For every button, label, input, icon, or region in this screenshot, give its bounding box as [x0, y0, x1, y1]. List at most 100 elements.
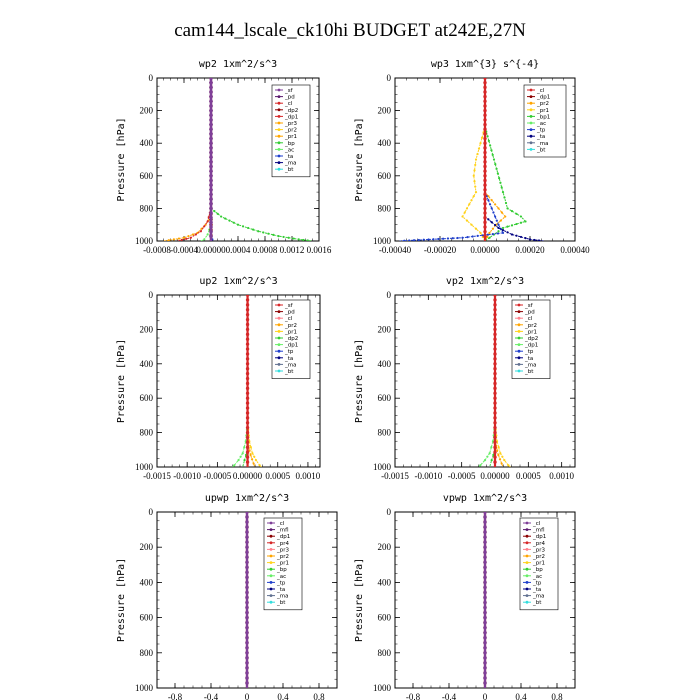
panel-title: up2 1xm^2/s^3: [199, 276, 277, 287]
series-point-_pr2: [465, 219, 469, 222]
series-point-_ta: [432, 238, 435, 241]
series-point-_pr2: [249, 453, 252, 457]
series-point-_sf: [245, 312, 250, 317]
legend-label: _pr2: [284, 128, 297, 134]
series-point-_cl: [245, 590, 249, 595]
series-point-_cl: [483, 570, 487, 575]
legend-marker: [277, 128, 281, 132]
legend-label: _pd: [284, 310, 295, 316]
x-tick-label: 0.0012: [280, 245, 305, 255]
series-point-_pr2: [472, 174, 475, 177]
series-point-_sf: [209, 150, 213, 155]
series-point-_tp: [537, 239, 541, 241]
series-point-_dp2: [490, 459, 493, 462]
y-tick-label: 800: [378, 648, 392, 658]
legend-label: _ac: [276, 574, 286, 580]
y-axis-label: Pressure [hPa]: [354, 558, 365, 642]
x-tick-label: 0: [245, 692, 250, 700]
panel-vpwp: vpwp 1xm^2/s^3 Pressure [hPa] 0 200 400 600 80…: [354, 493, 576, 700]
legend-marker: [277, 115, 281, 118]
y-tick-label: 200: [378, 106, 392, 116]
legend-marker: [277, 88, 281, 92]
legend-label: _pr1: [536, 108, 549, 114]
series-point-_pr2: [474, 191, 478, 194]
legend-label: _dp1: [276, 534, 290, 540]
x-tick-label: -0.0008: [143, 245, 171, 255]
series-point-_bp: [216, 212, 219, 215]
legend-marker: [529, 121, 533, 125]
series-point-_cl: [245, 560, 249, 564]
series-point-_dp1: [206, 220, 209, 223]
series-group: [478, 295, 511, 467]
series-point-_ta: [408, 239, 411, 241]
panel-vp2: vp2 1xm^2/s^3 Pressure [hPa] 0 200 400 600 800…: [354, 276, 576, 481]
series-point-_cl: [483, 118, 487, 122]
series-point-_ta: [492, 211, 495, 214]
series-point-_sf: [209, 169, 213, 173]
series-point-_cl: [483, 202, 487, 206]
series-point-_pr1: [253, 455, 256, 458]
x-tick-label: -0.00040: [379, 245, 412, 255]
series-point-_ta: [412, 239, 416, 241]
y-tick-label: 400: [378, 138, 392, 148]
series-point-_ta: [496, 232, 500, 235]
series-point-_sf: [493, 362, 497, 366]
series-point-_bp: [220, 215, 223, 218]
series-point-_cl: [483, 113, 487, 117]
series-point-_ta: [497, 223, 500, 226]
series-point-_bp: [232, 221, 235, 224]
legend-marker: [269, 587, 273, 591]
series-point-_cl: [483, 630, 487, 635]
series-point-_sf: [245, 440, 250, 445]
series-group: [245, 512, 249, 688]
x-tick-label: -0.4: [204, 692, 219, 700]
legend-label: _pr1: [284, 134, 297, 140]
series-point-_pr1: [501, 455, 504, 458]
series-point-_sf: [493, 376, 497, 381]
series-point-_bp: [292, 237, 295, 240]
series-point-_pr2: [250, 458, 254, 461]
legend-marker: [529, 141, 533, 145]
series-point-_pr2: [474, 163, 477, 167]
y-tick-label: 800: [378, 428, 392, 438]
legend-marker: [277, 343, 281, 346]
series-point-_cl: [483, 216, 487, 220]
panel-title: wp2 1xm^2/s^3: [199, 59, 277, 70]
series-point-_cl: [245, 600, 249, 605]
series-point-_pr2: [473, 169, 476, 172]
y-tick-label: 200: [140, 106, 154, 116]
legend-marker: [529, 95, 533, 98]
series-point-_pr1: [497, 207, 500, 210]
x-tick-label: 0.0005: [265, 471, 290, 481]
series-point-_sf: [209, 211, 213, 215]
series-point-_cl: [245, 625, 249, 630]
series-point-_sf: [493, 435, 497, 440]
legend-label: _ma: [284, 161, 296, 167]
y-tick-label: 400: [378, 359, 392, 369]
series-point-_cl: [245, 636, 249, 640]
legend-marker: [269, 554, 273, 558]
legend-label: _bp: [532, 567, 543, 573]
legend-label: _cl: [284, 101, 293, 107]
y-tick-label: 1000: [373, 462, 392, 472]
series-point-_ta: [446, 237, 450, 240]
series-point-_ta: [427, 238, 430, 241]
legend-marker: [525, 581, 529, 584]
legend-label: _pr3: [284, 121, 298, 127]
legend-marker: [277, 161, 281, 165]
y-tick-label: 800: [140, 203, 154, 213]
series-point-_bp1: [504, 201, 508, 205]
series-point-_sf: [493, 298, 497, 302]
series-point-_cl: [483, 197, 487, 201]
series-point-_cl: [483, 515, 487, 519]
series-group: [232, 295, 262, 467]
series-point-_cl: [483, 575, 487, 580]
series-point-_cl: [245, 646, 249, 650]
legend-label: _cl: [536, 88, 545, 94]
series-point-_tp: [501, 229, 505, 232]
series-point-_sf: [493, 317, 497, 322]
series-point-_bp1: [499, 181, 502, 184]
series-point-_bp: [297, 238, 300, 241]
series-point-_sf: [493, 450, 497, 454]
series-point-_cl: [245, 540, 249, 544]
